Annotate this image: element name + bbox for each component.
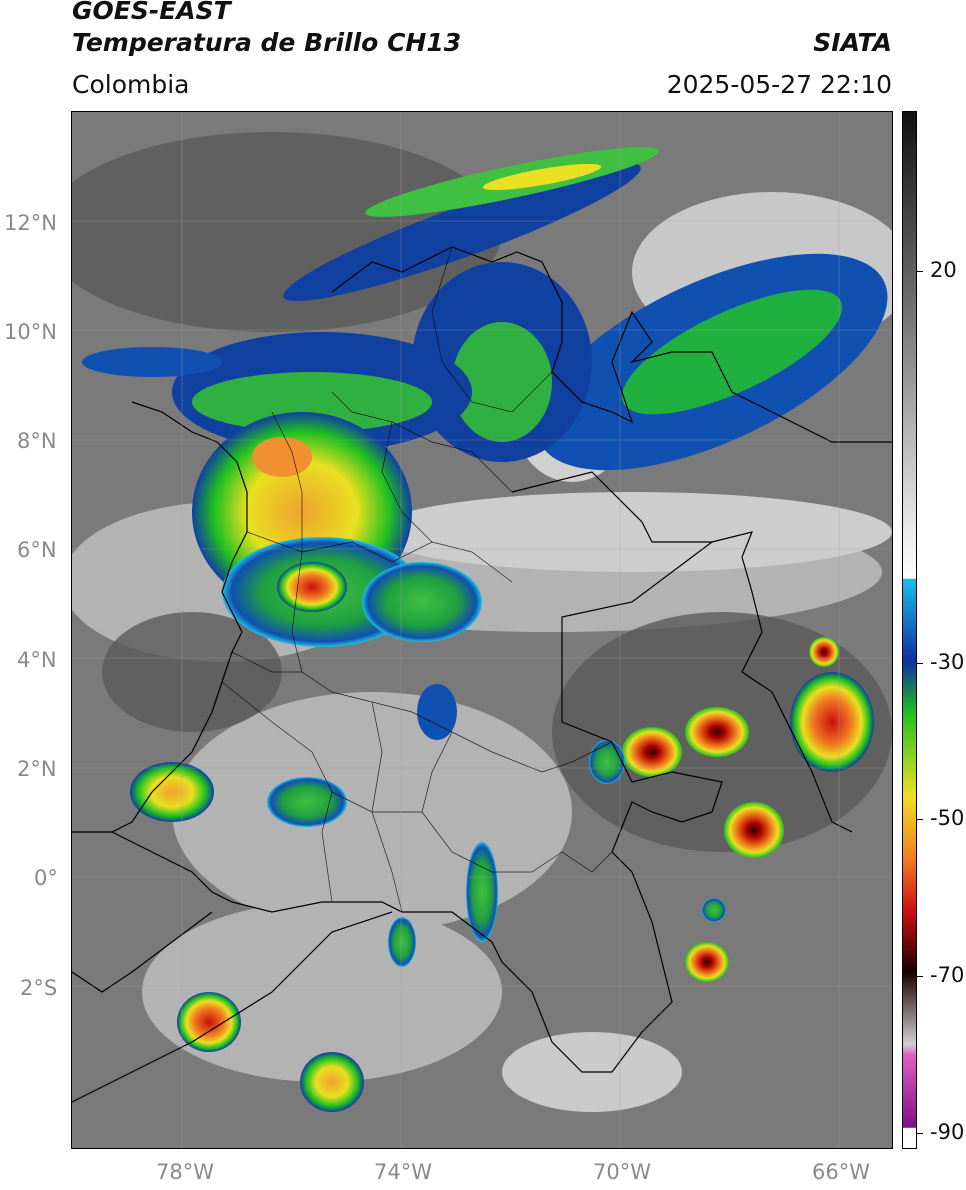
datetime-label: 2025-05-27 22:10 xyxy=(666,70,892,99)
lat-tick-4N: 4°N xyxy=(17,648,57,672)
colorbar-tick-minus30 xyxy=(917,663,923,664)
lat-tick-2N: 2°N xyxy=(17,757,57,781)
colorbar-gradient xyxy=(903,112,916,1148)
organization-label: SIATA xyxy=(813,28,892,57)
satellite-map[interactable] xyxy=(71,111,893,1149)
lon-tick-74W: 74°W xyxy=(374,1160,432,1184)
graticule xyxy=(72,112,892,1148)
colorbar-tick-20 xyxy=(917,271,923,272)
lat-tick-0: 0° xyxy=(34,866,58,890)
lat-tick-12N: 12°N xyxy=(4,211,57,235)
colorbar-label-minus50: -50 xyxy=(930,806,965,830)
colorbar-tick-minus90 xyxy=(917,1133,923,1134)
lon-tick-70W: 70°W xyxy=(593,1160,651,1184)
colorbar-label-20: 20 xyxy=(930,258,957,282)
satellite-title: GOES-EAST xyxy=(72,0,231,25)
lon-tick-66W: 66°W xyxy=(812,1160,870,1184)
region-label: Colombia xyxy=(72,70,190,99)
department-borders xyxy=(221,246,613,913)
map-svg xyxy=(72,112,892,1148)
temperature-colorbar xyxy=(902,111,917,1149)
lat-tick-2S: 2°S xyxy=(20,976,58,1000)
product-title: Temperatura de Brillo CH13 xyxy=(72,28,462,57)
colorbar-label-minus90: -90 xyxy=(930,1120,965,1144)
colorbar-label-minus70: -70 xyxy=(930,963,965,987)
lat-tick-8N: 8°N xyxy=(17,429,57,453)
country-borders xyxy=(72,246,892,1103)
lon-tick-78W: 78°W xyxy=(156,1160,214,1184)
colorbar-label-minus30: -30 xyxy=(930,650,965,674)
colorbar-tick-minus70 xyxy=(917,976,923,977)
colorbar-tick-minus50 xyxy=(917,819,923,820)
lat-tick-10N: 10°N xyxy=(4,320,57,344)
lat-tick-6N: 6°N xyxy=(17,538,57,562)
convective-cells xyxy=(82,147,888,1112)
